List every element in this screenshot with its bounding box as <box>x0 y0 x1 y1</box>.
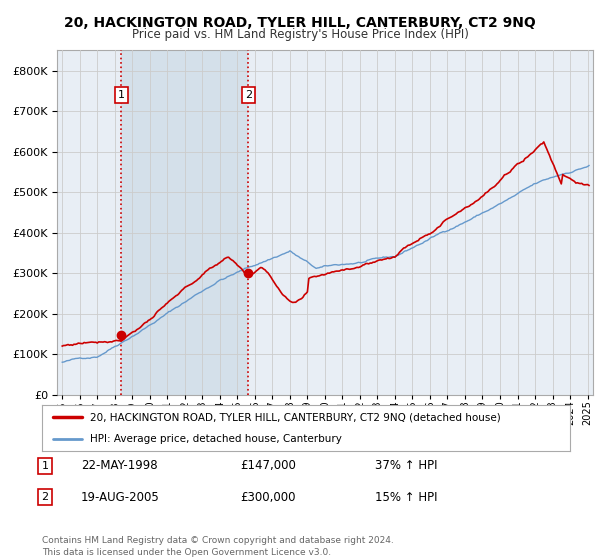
Text: HPI: Average price, detached house, Canterbury: HPI: Average price, detached house, Cant… <box>89 435 341 444</box>
Text: Price paid vs. HM Land Registry's House Price Index (HPI): Price paid vs. HM Land Registry's House … <box>131 28 469 41</box>
Text: 37% ↑ HPI: 37% ↑ HPI <box>375 459 437 473</box>
Text: Contains HM Land Registry data © Crown copyright and database right 2024.
This d: Contains HM Land Registry data © Crown c… <box>42 536 394 557</box>
Text: 15% ↑ HPI: 15% ↑ HPI <box>375 491 437 504</box>
Text: £147,000: £147,000 <box>240 459 296 473</box>
Text: 20, HACKINGTON ROAD, TYLER HILL, CANTERBURY, CT2 9NQ: 20, HACKINGTON ROAD, TYLER HILL, CANTERB… <box>64 16 536 30</box>
Text: 1: 1 <box>41 461 49 471</box>
Text: 22-MAY-1998: 22-MAY-1998 <box>81 459 158 473</box>
Text: £300,000: £300,000 <box>240 491 296 504</box>
Text: 19-AUG-2005: 19-AUG-2005 <box>81 491 160 504</box>
Text: 20, HACKINGTON ROAD, TYLER HILL, CANTERBURY, CT2 9NQ (detached house): 20, HACKINGTON ROAD, TYLER HILL, CANTERB… <box>89 412 500 422</box>
Bar <box>121 50 248 395</box>
Text: 2: 2 <box>245 90 252 100</box>
Text: 2: 2 <box>41 492 49 502</box>
Text: 1: 1 <box>118 90 125 100</box>
